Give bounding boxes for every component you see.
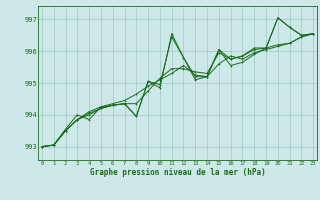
X-axis label: Graphe pression niveau de la mer (hPa): Graphe pression niveau de la mer (hPa) xyxy=(90,168,266,177)
